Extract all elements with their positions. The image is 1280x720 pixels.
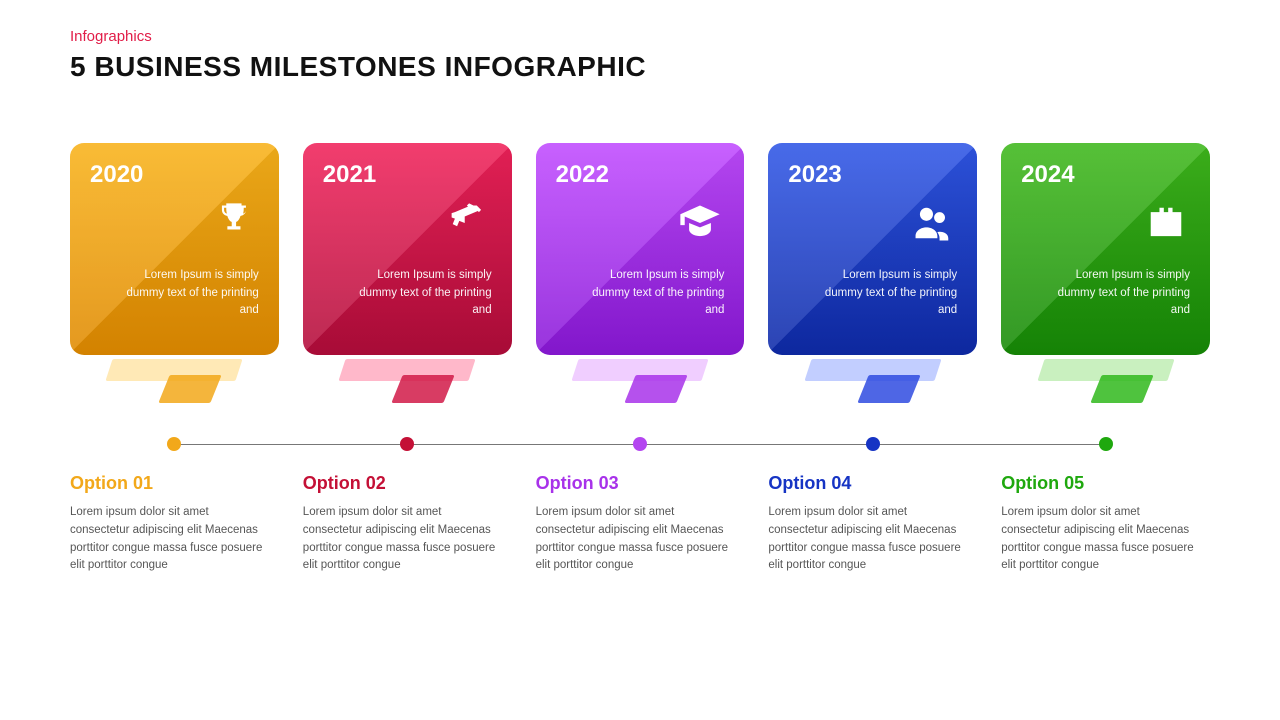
milestone-year: 2022 (556, 161, 725, 189)
graduation-icon (676, 199, 724, 247)
milestone-card: 2020 Lorem Ipsum is simply dummy text of … (70, 143, 279, 355)
option-body: Lorem ipsum dolor sit amet consectetur a… (70, 504, 279, 575)
milestone-card-text: Lorem Ipsum is simply dummy text of the … (126, 267, 259, 319)
timeline-dot (400, 437, 414, 451)
timeline (70, 429, 1210, 459)
ribbon (565, 353, 715, 411)
milestone-year: 2024 (1021, 161, 1190, 189)
option-title: Option 01 (70, 473, 279, 494)
trophy-icon (211, 199, 259, 247)
option-col: Option 05 Lorem ipsum dolor sit amet cons… (1001, 473, 1210, 575)
milestone-col: 2021 Lorem Ipsum is simply dummy text of … (303, 143, 512, 411)
timeline-dot (167, 437, 181, 451)
milestone-col: 2022 Lorem Ipsum is simply dummy text of … (536, 143, 745, 411)
milestone-card: 2021 Lorem Ipsum is simply dummy text of … (303, 143, 512, 355)
megaphone-icon (444, 199, 492, 247)
milestone-col: 2020 Lorem Ipsum is simply dummy text of … (70, 143, 279, 411)
users-icon (909, 199, 957, 247)
option-body: Lorem ipsum dolor sit amet consectetur a… (768, 504, 977, 575)
option-body: Lorem ipsum dolor sit amet consectetur a… (303, 504, 512, 575)
option-title: Option 02 (303, 473, 512, 494)
milestone-card: 2024 Lorem Ipsum is simply dummy text of … (1001, 143, 1210, 355)
option-col: Option 01 Lorem ipsum dolor sit amet cons… (70, 473, 279, 575)
milestone-cards-row: 2020 Lorem Ipsum is simply dummy text of … (70, 143, 1210, 411)
timeline-dot (633, 437, 647, 451)
milestone-card-text: Lorem Ipsum is simply dummy text of the … (359, 267, 492, 319)
option-title: Option 05 (1001, 473, 1210, 494)
milestone-card-text: Lorem Ipsum is simply dummy text of the … (1057, 267, 1190, 319)
milestone-year: 2021 (323, 161, 492, 189)
milestone-year: 2023 (788, 161, 957, 189)
option-body: Lorem ipsum dolor sit amet consectetur a… (1001, 504, 1210, 575)
option-col: Option 03 Lorem ipsum dolor sit amet cons… (536, 473, 745, 575)
ribbon (332, 353, 482, 411)
milestone-card: 2023 Lorem Ipsum is simply dummy text of … (768, 143, 977, 355)
ribbon (99, 353, 249, 411)
page-title: 5 BUSINESS MILESTONES INFOGRAPHIC (70, 51, 1210, 83)
milestone-year: 2020 (90, 161, 259, 189)
option-title: Option 03 (536, 473, 745, 494)
ribbon (1031, 353, 1181, 411)
option-body: Lorem ipsum dolor sit amet consectetur a… (536, 504, 745, 575)
milestone-col: 2024 Lorem Ipsum is simply dummy text of … (1001, 143, 1210, 411)
option-title: Option 04 (768, 473, 977, 494)
ribbon (798, 353, 948, 411)
eyebrow-label: Infographics (70, 28, 1210, 45)
milestone-card: 2022 Lorem Ipsum is simply dummy text of … (536, 143, 745, 355)
option-col: Option 04 Lorem ipsum dolor sit amet cons… (768, 473, 977, 575)
options-row: Option 01 Lorem ipsum dolor sit amet cons… (70, 473, 1210, 575)
timeline-dot (866, 437, 880, 451)
option-col: Option 02 Lorem ipsum dolor sit amet cons… (303, 473, 512, 575)
milestone-col: 2023 Lorem Ipsum is simply dummy text of … (768, 143, 977, 411)
milestone-card-text: Lorem Ipsum is simply dummy text of the … (824, 267, 957, 319)
briefcase-icon (1142, 199, 1190, 247)
timeline-dot (1099, 437, 1113, 451)
milestone-card-text: Lorem Ipsum is simply dummy text of the … (592, 267, 725, 319)
